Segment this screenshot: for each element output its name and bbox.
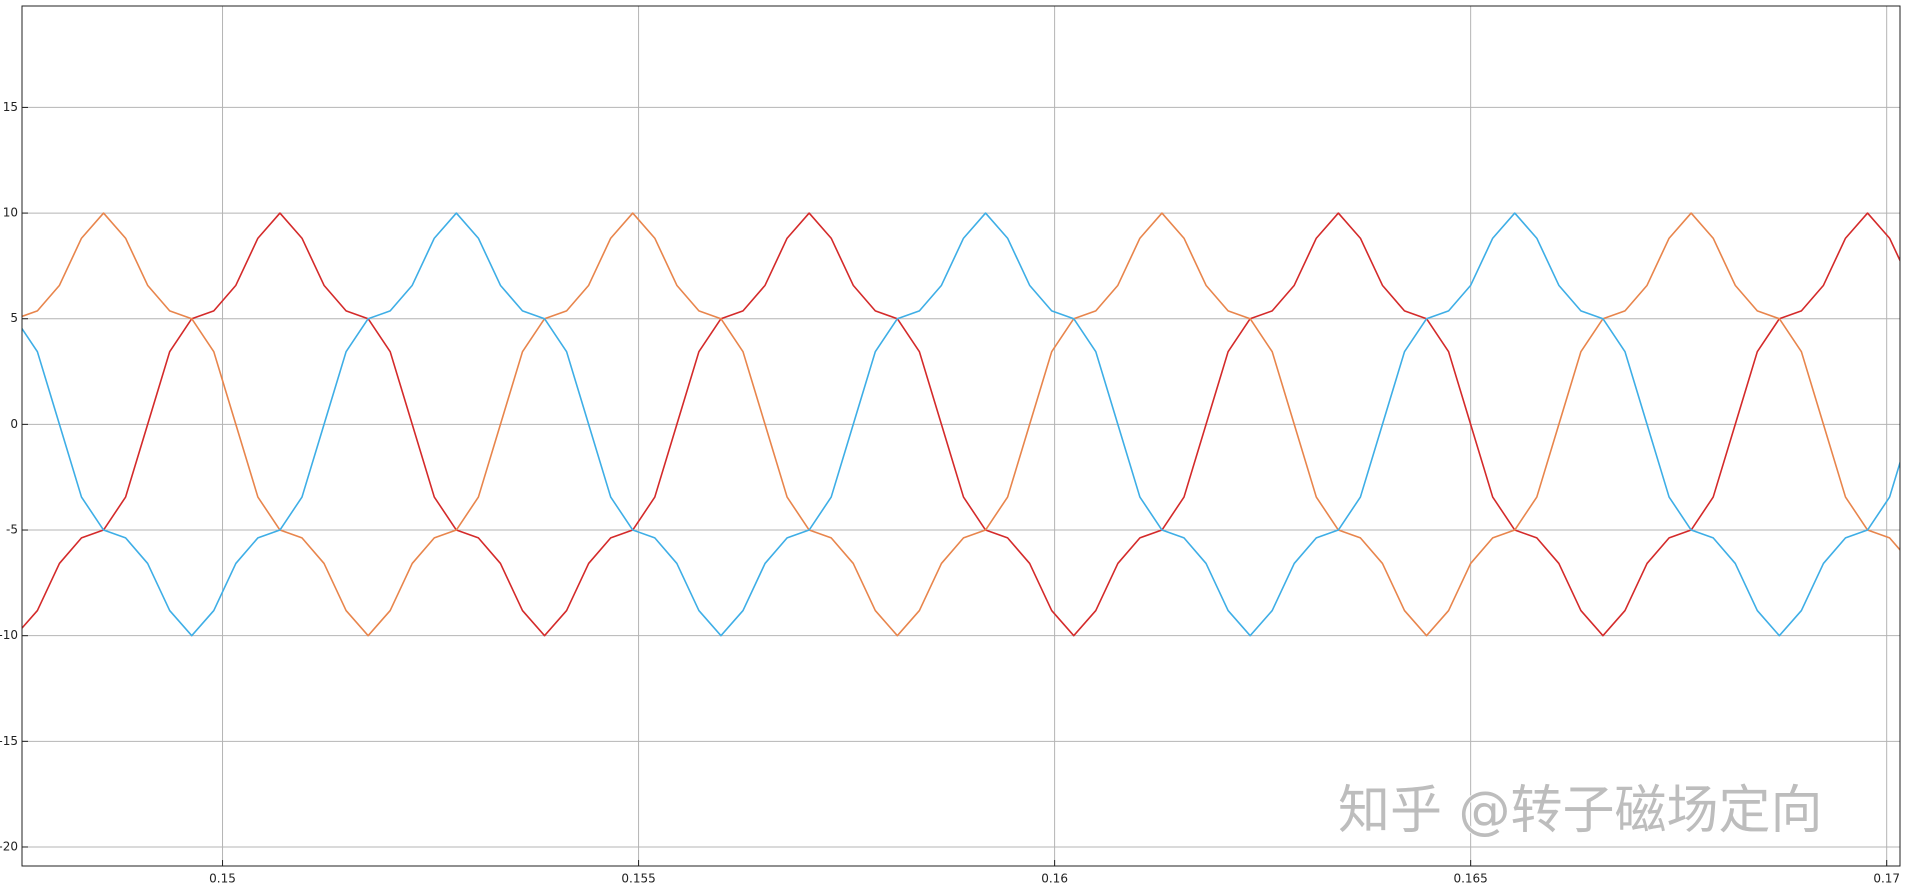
x-tick-label: 0.15 bbox=[209, 872, 236, 886]
ticks: -20 -15 -10 -5 0 5 10 15 0.15 0.155 0.16 0.165 0.17 bbox=[0, 100, 1900, 886]
plot-area bbox=[22, 212, 1900, 637]
y-tick-label: -20 bbox=[0, 839, 18, 853]
y-tick-label: -15 bbox=[0, 734, 18, 748]
y-tick-label: -10 bbox=[0, 628, 18, 642]
series-line bbox=[22, 212, 1900, 637]
y-tick-label: 0 bbox=[10, 417, 18, 431]
y-tick-label: 15 bbox=[3, 100, 18, 114]
x-tick-label: 0.16 bbox=[1041, 872, 1068, 886]
watermark: 知乎 @转子磁场定向 bbox=[1338, 781, 1823, 841]
axes-box bbox=[21, 5, 1901, 867]
series-line bbox=[22, 212, 1900, 637]
grid bbox=[22, 6, 1900, 866]
series-line bbox=[22, 212, 1900, 637]
y-tick-label: 5 bbox=[10, 311, 18, 325]
x-tick-label: 0.17 bbox=[1873, 872, 1900, 886]
x-tick-label: 0.165 bbox=[1453, 872, 1487, 886]
y-tick-label: -5 bbox=[6, 523, 18, 537]
y-tick-label: 10 bbox=[3, 206, 18, 220]
x-tick-label: 0.155 bbox=[621, 872, 655, 886]
